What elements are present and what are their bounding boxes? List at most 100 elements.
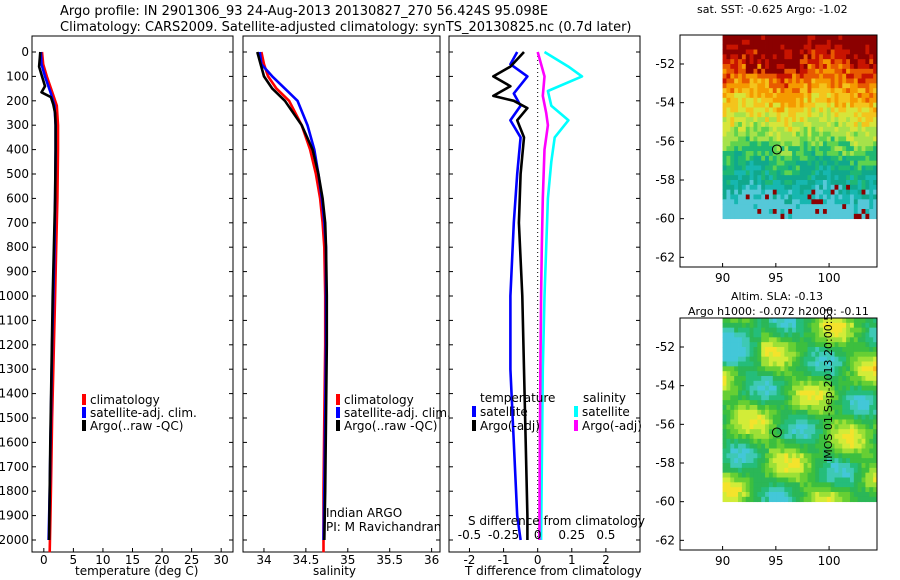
sla-map-cell (788, 327, 793, 333)
sla-map-cell (849, 385, 855, 391)
sst-map-cell (768, 165, 774, 171)
sst-map-cell (799, 160, 805, 166)
sst-map-cell (830, 204, 835, 210)
sla-map-cell (784, 380, 789, 387)
sst-map-cell (772, 184, 778, 191)
sst-map-cell (745, 199, 751, 205)
sla-map-cell (792, 327, 797, 333)
sla-map-cell (811, 322, 816, 329)
sla-map-cell (853, 356, 859, 362)
sla-map-cell (734, 332, 739, 338)
sla-map-cell (873, 419, 877, 425)
sst-map-cell (776, 117, 781, 123)
sst-map-cell (815, 155, 820, 162)
depth-tick-label: 1900 (0, 509, 29, 523)
sla-map-cell (792, 414, 797, 420)
sst-map-cell (853, 78, 859, 84)
sla-map-cell (749, 351, 754, 358)
sla-map-cell (730, 438, 735, 445)
sst-map-cell (780, 160, 785, 166)
sla-map-cell (745, 356, 751, 362)
sla-map-cell (869, 434, 874, 440)
sst-map-cell (722, 151, 727, 157)
sla-map-cell (811, 390, 816, 396)
sst-map-cell (857, 209, 862, 215)
sst-map-ytick-label: -62 (655, 250, 675, 264)
sst-map-cell (873, 44, 877, 50)
sst-map-cell (722, 165, 727, 171)
sla-map-cell (788, 453, 793, 459)
sla-map-cell (799, 366, 805, 372)
sla-map-cell (792, 361, 797, 367)
sla-map-cell (765, 351, 770, 358)
sst-map-cell (792, 136, 797, 142)
sst-map-cell (873, 146, 877, 152)
sla-map-cell (803, 376, 808, 382)
sla-map-cell (819, 371, 824, 377)
sst-map-cell (730, 112, 735, 118)
sla-map-cell (761, 453, 766, 459)
sla-map-cell (757, 347, 762, 353)
sst-map-cell (849, 194, 855, 200)
sst-map-cell (753, 73, 758, 79)
sla-map-cell (861, 356, 866, 362)
sst-map-cell (853, 141, 859, 147)
sla-map-cell (776, 322, 781, 329)
sla-map-cell (811, 337, 816, 343)
sst-map-cell (792, 68, 797, 75)
sla-map-cell (803, 347, 808, 353)
sla-map-cell (853, 424, 859, 430)
sla-map-cell (849, 371, 855, 377)
sla-map-cell (822, 467, 828, 474)
sla-map-cell (761, 419, 766, 425)
sla-map-cell (873, 429, 877, 435)
sla-map-cell (830, 482, 835, 488)
sla-map-cell (807, 463, 812, 469)
sst-map-cell (807, 204, 812, 210)
sla-map-cell (795, 371, 801, 377)
sla-map-cell (734, 458, 739, 464)
sla-map-cell (857, 347, 862, 353)
sla-map-cell (838, 472, 843, 478)
sst-map-cell (807, 199, 812, 205)
sst-map-cell (730, 97, 735, 104)
salinity-legend-item-2: satellite-adj. clim. (336, 407, 451, 420)
sst-map-cell (865, 64, 870, 70)
sla-map-cell (722, 429, 727, 435)
sst-map-cell (772, 73, 778, 79)
sst-map-cell (745, 136, 751, 142)
sst-map-cell (768, 160, 774, 166)
sst-map-cell (722, 35, 727, 41)
sst-map-cell (834, 126, 839, 133)
sst-map-cell (822, 170, 828, 176)
sla-map-cell (811, 347, 816, 353)
sst-map-cell (761, 97, 766, 104)
sla-map-cell (865, 342, 870, 348)
sst-map-cell (795, 35, 801, 41)
sst-map-cell (726, 199, 731, 205)
sst-map-cell (807, 59, 812, 65)
sla-map-cell (726, 356, 731, 362)
sst-map-cell (738, 180, 743, 186)
sst-map-cell (799, 39, 805, 46)
sst-map-cell (726, 39, 731, 46)
sst-map-cell (757, 184, 762, 191)
sst-map-cell (734, 209, 739, 215)
sla-map-cell (849, 327, 855, 333)
sst-map-cell (753, 165, 758, 171)
sst-map-cell (788, 209, 793, 215)
sst-map-cell (753, 49, 758, 55)
sla-map-cell (741, 429, 747, 435)
sla-map-cell (815, 342, 820, 348)
sla-map-cell (826, 376, 832, 382)
sst-map-cell (815, 44, 820, 50)
sla-map-cell (792, 477, 797, 483)
sla-map-cell (734, 351, 739, 358)
sla-map-cell (780, 414, 785, 420)
sst-map-cell (830, 199, 835, 205)
sst-map-cell (869, 64, 874, 70)
sst-map-cell (768, 151, 774, 157)
sst-map-cell (792, 146, 797, 152)
sst-map-cell (780, 44, 785, 50)
salinity-xtick-label: 35 (340, 553, 355, 567)
